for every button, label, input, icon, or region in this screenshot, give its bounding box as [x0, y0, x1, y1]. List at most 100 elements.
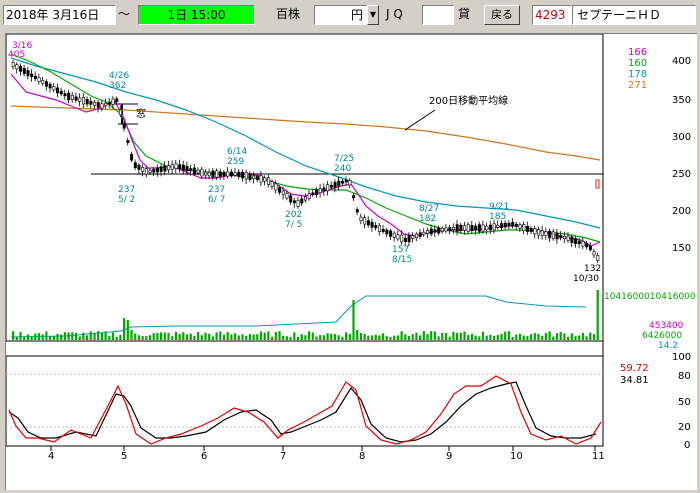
candle-body [496, 224, 500, 228]
candle-body [56, 87, 60, 94]
volume-bar [274, 332, 277, 340]
candle-body [477, 224, 481, 232]
candle-body [107, 101, 111, 105]
candle-body [204, 171, 208, 176]
candle-body [329, 184, 333, 188]
candle-body [30, 73, 34, 78]
candle-body [170, 164, 174, 170]
volume-bar [415, 332, 418, 340]
candle-body [104, 102, 108, 107]
candle-body [185, 166, 189, 172]
currency-select[interactable]: 円 [314, 5, 368, 25]
candle-body [522, 224, 526, 232]
stock-code-field[interactable]: 4293 [532, 5, 572, 25]
blank-field[interactable] [422, 5, 454, 25]
volume-bar [111, 332, 115, 340]
volume-bar [285, 336, 288, 340]
annotation-date-8: 157 [392, 245, 410, 255]
candle-body [385, 229, 389, 235]
candle-body [63, 93, 67, 97]
candle-body [148, 169, 152, 173]
candle-body [255, 176, 259, 181]
x-tick-9: 9 [446, 451, 453, 462]
candle-body [414, 233, 418, 239]
volume-bar [537, 333, 540, 340]
chevron-down-icon[interactable]: ▼ [367, 5, 379, 25]
volume-bar [533, 333, 536, 340]
candle-body [222, 171, 226, 177]
candle-body [156, 167, 160, 173]
candle-body [344, 179, 348, 183]
candle-body [448, 227, 452, 231]
candle-body [596, 255, 600, 261]
candle-body [174, 163, 178, 169]
volume-bar [518, 333, 522, 340]
volume-bar [12, 331, 15, 340]
candle-body [426, 230, 430, 234]
volume-bar [411, 334, 414, 340]
candle-body [189, 168, 193, 172]
candle-body [374, 225, 378, 229]
candle-body [82, 97, 86, 105]
volume-bar [333, 334, 337, 340]
candle-body [230, 171, 234, 177]
ma-200-line [10, 105, 601, 161]
volume-label-top: 1041600010416000 [604, 292, 696, 302]
unit-kind-label: 百株 [275, 7, 300, 21]
ma-legend-long: 178 [628, 69, 648, 80]
volume-bar [163, 332, 166, 340]
x-tick-6: 6 [201, 451, 208, 462]
volume-bar [211, 336, 214, 340]
volume-bar [245, 335, 248, 340]
volume-bar [182, 332, 185, 340]
back-button[interactable]: 戻る [484, 5, 520, 25]
candle-body [37, 77, 41, 82]
volume-bar [541, 335, 544, 340]
volume-bar [500, 333, 503, 340]
volume-bar [30, 336, 33, 340]
candle-body [93, 101, 97, 106]
ma200-label: 200日移動平均線 [429, 96, 509, 107]
volume-bar [574, 336, 577, 340]
annotation-value-6: 240 [334, 164, 352, 174]
candle-body [292, 200, 296, 204]
candle-body [285, 193, 289, 199]
volume-bar [393, 335, 396, 340]
volume-bar [326, 333, 329, 340]
chart-area[interactable]: 3/16 405 4/26 362 窓 200日移動平均線 237 5/ 2 6… [5, 33, 697, 490]
candle-body [422, 231, 426, 235]
volume-bar [322, 335, 325, 340]
volume-bar [41, 334, 44, 340]
volume-bar [370, 335, 374, 340]
period-time-field[interactable]: 1日 15:00 [138, 5, 255, 25]
candle-body [581, 241, 585, 247]
volume-label-3: 14.2 [658, 341, 679, 351]
candle-body [178, 164, 182, 170]
volume-bar [174, 331, 177, 340]
annotation-value-9: 185 [489, 212, 507, 222]
volume-bar [467, 334, 470, 340]
candle-body [200, 168, 204, 177]
volume-bar [507, 331, 510, 340]
volume-bar [156, 332, 159, 340]
date-field[interactable]: 2018年 3月16日 [3, 5, 116, 25]
volume-bar [422, 331, 425, 340]
volume-bar [74, 332, 78, 340]
volume-bar [160, 332, 163, 340]
volume-bar [581, 332, 584, 340]
candle-body [74, 96, 78, 101]
candle-body [340, 180, 344, 184]
volume-bar [141, 336, 144, 340]
candle-body [318, 188, 322, 194]
volume-label-2: 6426000 [642, 331, 683, 341]
volume-bar [444, 332, 448, 340]
osc-d-line [8, 381, 597, 443]
candle-body [244, 172, 248, 180]
candle-body [363, 217, 367, 225]
volume-bar [37, 333, 41, 340]
volume-bar [448, 336, 451, 340]
osc-k-value: 59.72 [620, 363, 649, 374]
candle-body [485, 225, 489, 231]
volume-bar [52, 335, 55, 340]
candle-body [59, 90, 63, 95]
